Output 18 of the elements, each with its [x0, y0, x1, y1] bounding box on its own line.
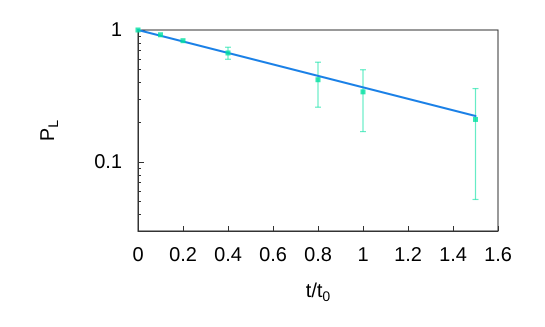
- x-tick-label: 0.6: [259, 244, 287, 266]
- point: [360, 89, 366, 94]
- point: [226, 50, 230, 56]
- x-tick-label: 1: [357, 244, 369, 266]
- y-axis-title: PL: [37, 120, 61, 142]
- point: [136, 28, 140, 32]
- y-tick-label: 0.1: [94, 150, 122, 173]
- point: [473, 116, 478, 122]
- x-tick-label: 0.8: [304, 244, 332, 266]
- point: [158, 32, 163, 38]
- x-tick-label: 1.2: [394, 244, 422, 266]
- x-tick-label: 0.4: [214, 244, 242, 266]
- x-tick-label: 1.4: [439, 244, 467, 266]
- x-tick-label: 0: [132, 244, 144, 266]
- x-tick-label: 0.2: [169, 244, 197, 266]
- x-tick-label: 1.6: [484, 244, 512, 266]
- point: [316, 77, 320, 82]
- point: [180, 38, 186, 44]
